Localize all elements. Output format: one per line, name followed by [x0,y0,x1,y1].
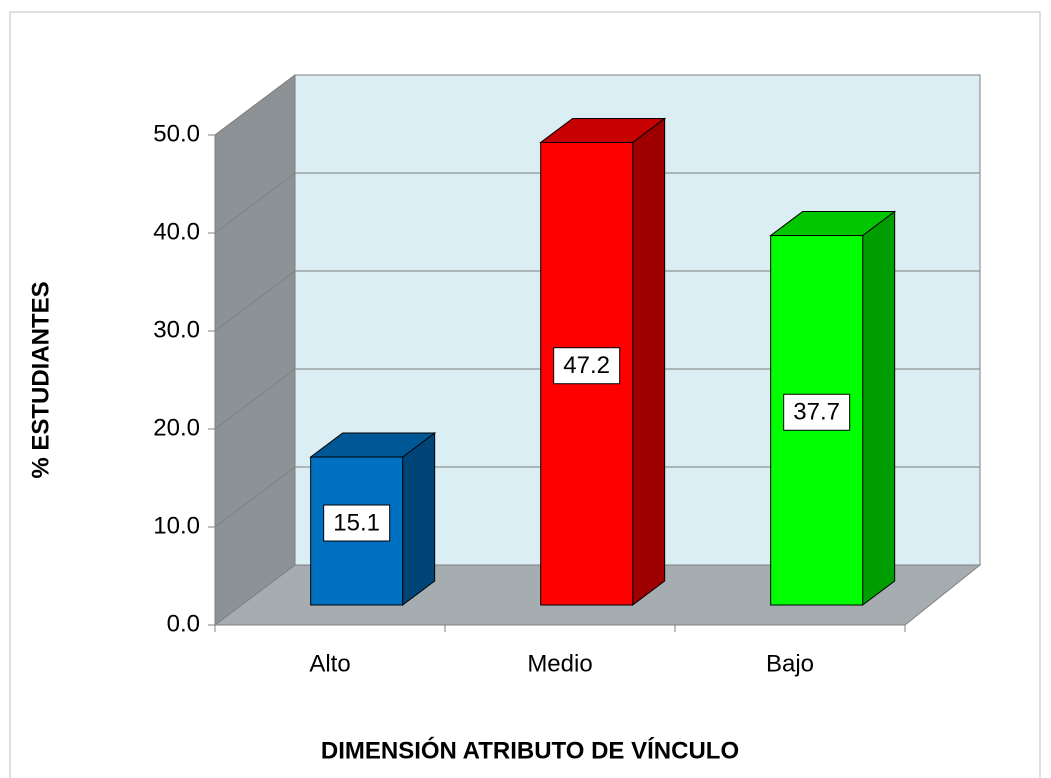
grid-line [214,172,296,234]
x-tick-label: Bajo [766,650,814,677]
value-label-box [323,504,391,542]
y-tick-label: 40.0 [153,218,200,245]
x-tick-label: Alto [309,650,350,677]
bar-side [632,117,666,606]
x-axis-title: DIMENSIÓN ATRIBUTO DE VÍNCULO [321,736,739,764]
left-wall [214,74,296,626]
y-tick-label: 50.0 [153,120,200,147]
grid-line [214,368,296,430]
bar-side [402,432,436,606]
y-tick-label: 20.0 [153,414,200,441]
grid-line [214,270,296,332]
x-tick-label: Medio [527,650,592,677]
value-label-box [783,393,851,431]
value-label: 15.1 [333,509,380,536]
y-tick-label: 30.0 [153,316,200,343]
grid-line [214,74,296,136]
y-axis-title: % ESTUDIANTES [27,281,54,478]
y-tick-label: 10.0 [153,512,200,539]
value-label: 47.2 [563,352,610,379]
grid-line [214,466,296,528]
bar-side [862,210,896,606]
value-label: 37.7 [793,399,840,426]
value-label-box [553,347,621,385]
y-tick-label: 0.0 [167,610,200,637]
